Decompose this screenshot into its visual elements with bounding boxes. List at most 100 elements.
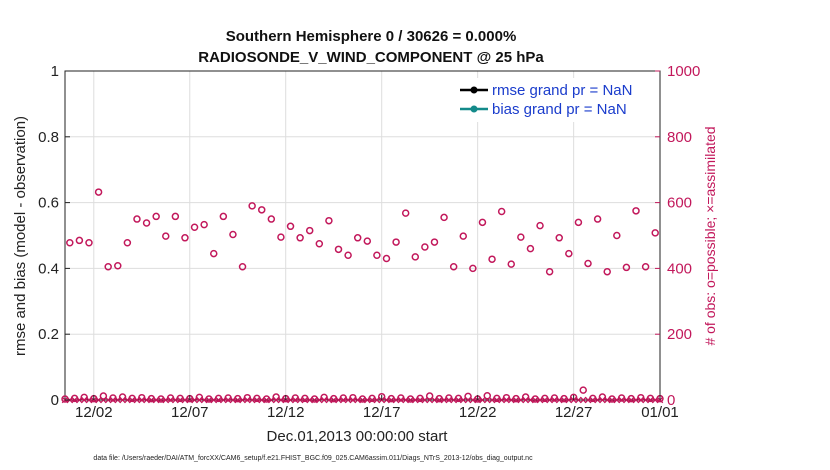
obs-possible-marker [469,264,477,273]
obs-assimilated-marker [531,396,539,404]
x-stroke-b [599,396,606,404]
obs-assimilated-marker [613,396,621,404]
x-stroke-b [244,396,251,404]
obs-possible-marker [526,244,535,253]
obs-assimilated-marker [301,396,309,404]
legend-rmse-marker [470,86,478,94]
x-stroke-b [224,396,232,404]
obs-assimilated-marker [402,396,409,404]
obs-assimilated-marker [248,396,256,404]
y-left-tick-label: 1 [51,63,59,80]
x-stroke-b [536,396,544,404]
obs-assimilated-marker [296,396,304,404]
x-stroke-b [450,396,457,404]
obs-assimilated-marker [479,396,486,404]
x-stroke-b [507,396,515,404]
data-markers [61,188,664,404]
y-left-tick-label: 0.4 [38,260,59,277]
obs-assimilated-marker [176,396,184,404]
y-left-tick-label: 0.6 [38,195,59,212]
obs-assimilated-marker [522,396,529,404]
obs-assimilated-marker [412,396,419,404]
x-stroke-b [215,396,222,404]
obs-possible-marker [622,263,631,272]
obs-possible-marker [593,215,602,223]
obs-possible-marker [162,232,170,240]
y-axis-right-label: # of obs: o=possible; ×=assimilated [702,126,718,345]
y-right-tick-label: 600 [667,195,692,212]
obs-possible-marker [248,202,256,210]
obs-possible-marker [171,212,180,221]
obs-assimilated-marker [316,396,323,404]
obs-possible-marker [584,259,592,268]
x-stroke-b [412,396,419,404]
x-stroke-b [531,396,539,404]
x-stroke-b [373,396,381,404]
x-stroke-b [421,396,429,404]
x-stroke-b [498,396,505,404]
x-stroke-b [143,396,150,404]
obs-assimilated-marker [555,396,563,404]
x-stroke-b [80,396,88,404]
obs-possible-marker [449,263,458,271]
x-stroke-b [397,396,405,404]
x-stroke-b [172,396,179,404]
obs-assimilated-marker [114,396,122,404]
x-stroke-b [138,396,146,404]
obs-assimilated-marker [80,396,88,404]
obs-possible-marker [459,232,468,240]
x-stroke-b [296,396,304,404]
obs-possible-marker [267,215,276,223]
obs-assimilated-marker [85,396,93,404]
x-stroke-b [589,396,597,404]
obs-possible-marker [507,260,515,268]
obs-assimilated-marker [579,396,587,404]
obs-possible-marker [296,234,304,242]
x-stroke-b [229,396,237,404]
obs-assimilated-marker [263,396,270,404]
obs-assimilated-marker [128,396,136,404]
obs-possible-marker [545,267,554,276]
x-stroke-b [627,396,635,404]
obs-assimilated-marker [527,396,534,404]
x-stroke-b [128,396,136,404]
x-stroke-b [200,396,208,404]
obs-possible-marker [401,209,410,217]
obs-assimilated-marker [460,396,467,404]
obs-assimilated-marker [436,396,443,404]
x-stroke-b [210,396,218,404]
x-stroke-b [565,396,573,404]
obs-assimilated-marker [191,396,198,404]
obs-assimilated-marker [181,396,189,404]
x-stroke-b [632,396,640,404]
x-stroke-b [148,396,155,404]
obs-assimilated-marker [565,396,573,404]
axis-ticks: 12/02 12/07 12/12 12/17 12/22 12/27 01/0100.20… [38,63,700,421]
x-stroke-b [95,396,102,404]
y-left-tick-label: 0.2 [38,326,59,343]
obs-possible-marker [440,213,448,222]
obs-assimilated-marker [498,396,505,404]
obs-assimilated-marker [445,396,453,404]
x-stroke-b [191,396,198,404]
x-stroke-b [594,396,601,404]
x-stroke-b [354,396,361,404]
obs-assimilated-marker [464,396,472,404]
obs-possible-marker [478,218,487,227]
obs-assimilated-marker [95,396,102,404]
obs-assimilated-marker [603,396,611,404]
x-tick-label: 12/12 [267,404,305,421]
obs-assimilated-marker [594,396,601,404]
x-tick-label: 12/22 [459,404,497,421]
x-stroke-b [340,396,347,404]
obs-assimilated-marker [268,396,275,404]
x-stroke-b [133,396,141,404]
obs-assimilated-marker [383,396,390,404]
obs-assimilated-marker [157,396,165,404]
x-stroke-b [579,396,587,404]
obs-assimilated-marker [124,396,131,404]
obs-assimilated-marker [642,396,649,404]
obs-assimilated-marker [359,396,366,404]
x-stroke-b [325,396,333,404]
